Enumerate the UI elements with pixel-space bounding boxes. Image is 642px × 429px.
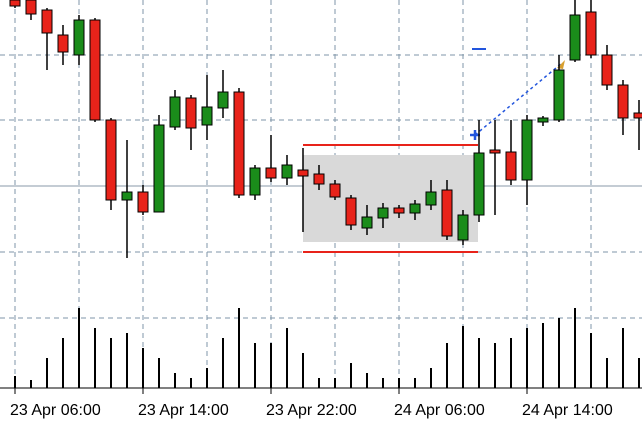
candle-body [313, 173, 325, 185]
candle-body [585, 11, 597, 56]
candle-body [9, 0, 21, 7]
candle-body [457, 214, 469, 241]
candle-body [633, 112, 642, 119]
candle-body [601, 54, 613, 86]
candle-body [505, 151, 517, 181]
candle-body [41, 9, 53, 34]
candle-body [233, 91, 245, 196]
candle-body [425, 191, 437, 206]
candle-body [553, 69, 565, 121]
candle-body [617, 84, 629, 119]
candle-body [489, 149, 501, 154]
candle-body [393, 207, 405, 214]
candle-body [169, 96, 181, 128]
candle-body [441, 189, 453, 237]
candle-body [377, 207, 389, 219]
x-tick-label: 23 Apr 14:00 [138, 402, 229, 419]
candle-body [297, 169, 309, 177]
candle-body [521, 119, 533, 181]
candle-body [153, 124, 165, 213]
candle-body [217, 91, 229, 109]
candle-body [25, 0, 37, 15]
candle-body [409, 203, 421, 214]
candle-body [73, 19, 85, 56]
x-tick-label: 23 Apr 22:00 [266, 402, 357, 419]
candle-body [57, 34, 69, 53]
candle-body [345, 197, 357, 226]
candle-body [249, 167, 261, 196]
candle-body [473, 152, 485, 216]
candle-body [569, 14, 581, 61]
candle-body [201, 106, 213, 126]
x-tick-label: 23 Apr 06:00 [10, 402, 101, 419]
x-tick-label: 24 Apr 14:00 [522, 402, 613, 419]
x-tick-label: 24 Apr 06:00 [394, 402, 485, 419]
candle-body [105, 119, 117, 201]
candle-body [121, 191, 133, 201]
candle-body [265, 167, 277, 179]
candle-body [537, 117, 549, 123]
candle-body [329, 183, 341, 198]
candle-body [361, 216, 373, 229]
candle-body [89, 19, 101, 121]
candle-body [185, 97, 197, 129]
candle-body [281, 164, 293, 179]
candle-body [137, 191, 149, 213]
trade-arrows [470, 48, 565, 140]
